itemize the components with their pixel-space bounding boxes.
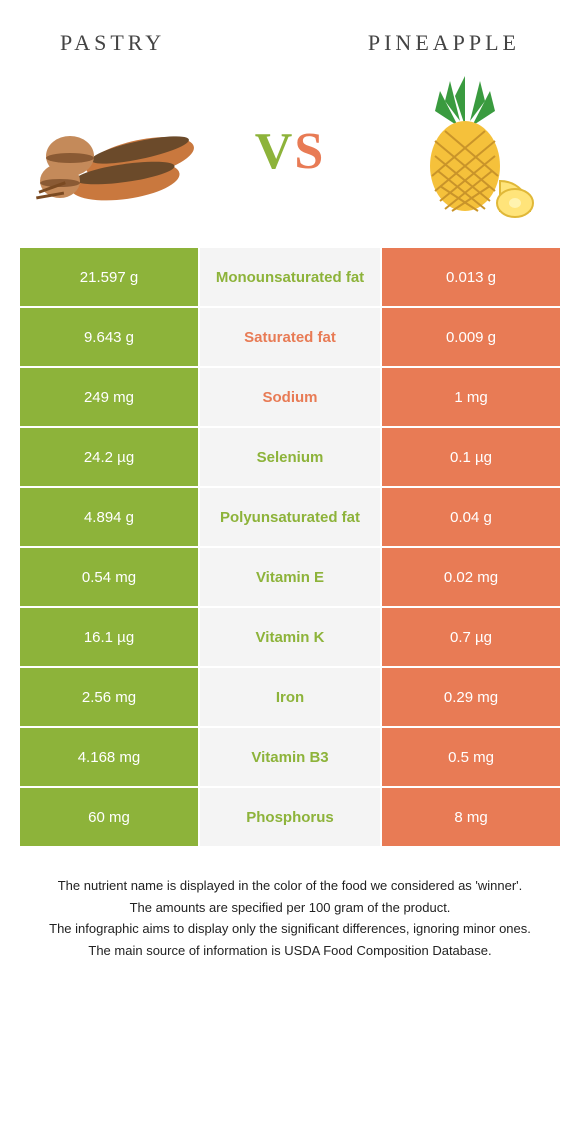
right-value-cell: 0.009 g xyxy=(380,308,560,366)
pastry-image xyxy=(30,76,200,226)
right-value-cell: 0.013 g xyxy=(380,248,560,306)
table-row: 4.894 gPolyunsaturated fat0.04 g xyxy=(20,486,560,546)
vs-s: S xyxy=(294,123,325,180)
left-value-cell: 21.597 g xyxy=(20,248,200,306)
footnotes: The nutrient name is displayed in the co… xyxy=(0,846,580,960)
nutrient-label-cell: Vitamin K xyxy=(200,608,380,666)
right-food-title: Pineapple xyxy=(368,30,520,56)
nutrient-label-cell: Vitamin B3 xyxy=(200,728,380,786)
right-value-cell: 1 mg xyxy=(380,368,560,426)
right-value-cell: 0.29 mg xyxy=(380,668,560,726)
table-row: 16.1 µgVitamin K0.7 µg xyxy=(20,606,560,666)
footnote-line: The infographic aims to display only the… xyxy=(18,919,562,939)
nutrient-label-cell: Monounsaturated fat xyxy=(200,248,380,306)
table-row: 0.54 mgVitamin E0.02 mg xyxy=(20,546,560,606)
vs-v: V xyxy=(255,123,295,180)
table-row: 21.597 gMonounsaturated fat0.013 g xyxy=(20,246,560,306)
footnote-line: The nutrient name is displayed in the co… xyxy=(18,876,562,896)
nutrient-label-cell: Polyunsaturated fat xyxy=(200,488,380,546)
right-value-cell: 0.7 µg xyxy=(380,608,560,666)
table-row: 60 mgPhosphorus8 mg xyxy=(20,786,560,846)
left-value-cell: 4.168 mg xyxy=(20,728,200,786)
right-value-cell: 0.5 mg xyxy=(380,728,560,786)
nutrient-label-cell: Phosphorus xyxy=(200,788,380,846)
right-value-cell: 8 mg xyxy=(380,788,560,846)
table-row: 4.168 mgVitamin B30.5 mg xyxy=(20,726,560,786)
left-value-cell: 249 mg xyxy=(20,368,200,426)
footnote-line: The amounts are specified per 100 gram o… xyxy=(18,898,562,918)
left-value-cell: 9.643 g xyxy=(20,308,200,366)
nutrient-label-cell: Sodium xyxy=(200,368,380,426)
left-value-cell: 24.2 µg xyxy=(20,428,200,486)
table-row: 249 mgSodium1 mg xyxy=(20,366,560,426)
table-row: 2.56 mgIron0.29 mg xyxy=(20,666,560,726)
nutrient-label-cell: Selenium xyxy=(200,428,380,486)
left-value-cell: 4.894 g xyxy=(20,488,200,546)
vs-label: VS xyxy=(255,122,325,181)
pineapple-image xyxy=(380,76,550,226)
nutrient-label-cell: Iron xyxy=(200,668,380,726)
left-value-cell: 16.1 µg xyxy=(20,608,200,666)
table-row: 9.643 gSaturated fat0.009 g xyxy=(20,306,560,366)
right-value-cell: 0.1 µg xyxy=(380,428,560,486)
right-value-cell: 0.02 mg xyxy=(380,548,560,606)
left-value-cell: 2.56 mg xyxy=(20,668,200,726)
footnote-line: The main source of information is USDA F… xyxy=(18,941,562,961)
right-value-cell: 0.04 g xyxy=(380,488,560,546)
nutrient-label-cell: Saturated fat xyxy=(200,308,380,366)
header-row: Pastry Pineapple xyxy=(0,0,580,66)
left-value-cell: 0.54 mg xyxy=(20,548,200,606)
nutrient-label-cell: Vitamin E xyxy=(200,548,380,606)
left-value-cell: 60 mg xyxy=(20,788,200,846)
nutrient-table: 21.597 gMonounsaturated fat0.013 g9.643 … xyxy=(20,246,560,846)
left-food-title: Pastry xyxy=(60,30,165,56)
table-row: 24.2 µgSelenium0.1 µg xyxy=(20,426,560,486)
images-row: VS xyxy=(0,66,580,246)
